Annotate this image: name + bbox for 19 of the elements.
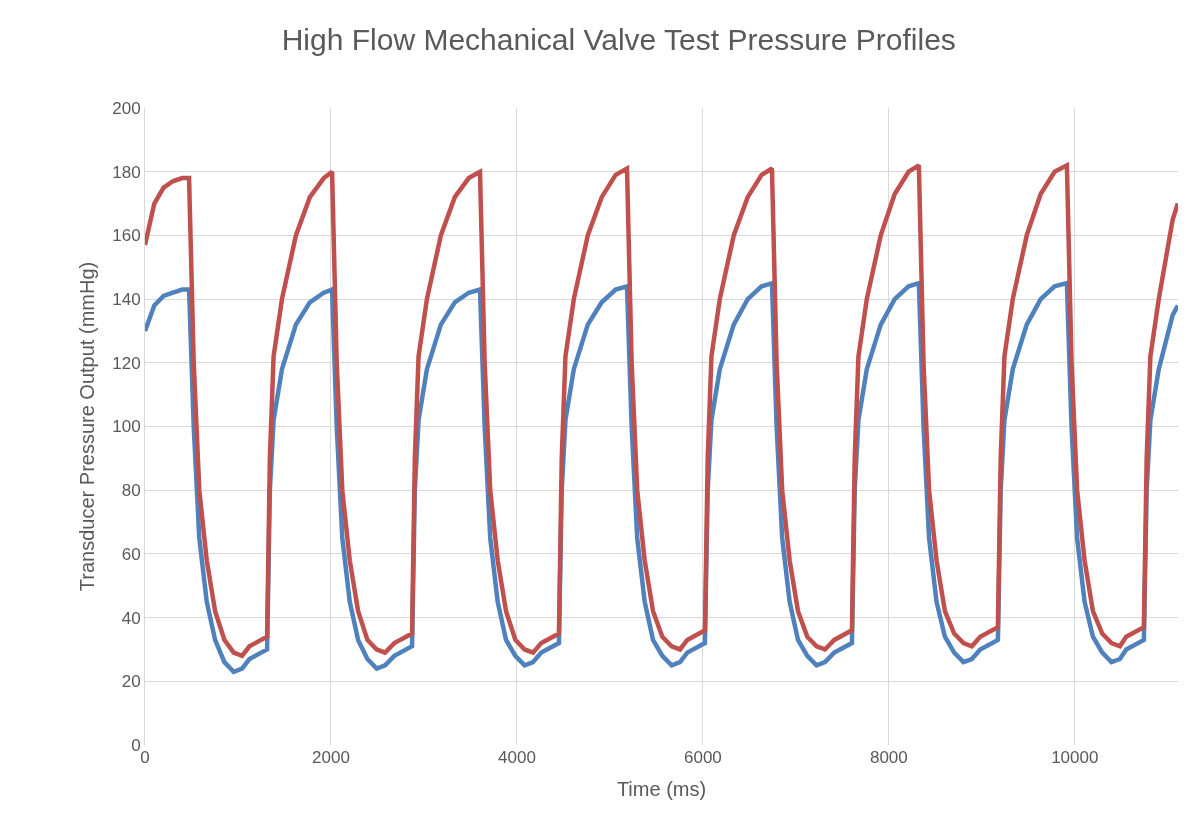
x-tick-label: 6000 [683, 748, 722, 767]
x-tick-label: 10000 [1051, 748, 1099, 767]
y-tick-label: 180 [112, 162, 141, 182]
chart-title: High Flow Mechanical Valve Test Pressure Profiles [281, 22, 956, 56]
y-tick-label: 40 [121, 608, 141, 628]
y-tick-label: 200 [112, 98, 141, 118]
y-tick-label: 20 [121, 672, 141, 692]
y-tick-label: 140 [112, 290, 141, 310]
line-series [145, 163, 1178, 659]
y-tick-label: 60 [121, 544, 141, 564]
y-tick-label: 120 [112, 353, 141, 373]
y-tick-label: 80 [121, 481, 141, 501]
y-axis-title: Transducer Pressure Output (mmHg) [75, 261, 98, 592]
x-tick-label: 4000 [498, 748, 536, 767]
x-tick-label: 2000 [312, 748, 350, 767]
x-tick-label: 8000 [869, 748, 908, 767]
x-axis-title: Time (ms) [616, 777, 707, 800]
y-tick-label: 100 [112, 417, 141, 437]
y-tick-label: 160 [112, 226, 141, 246]
